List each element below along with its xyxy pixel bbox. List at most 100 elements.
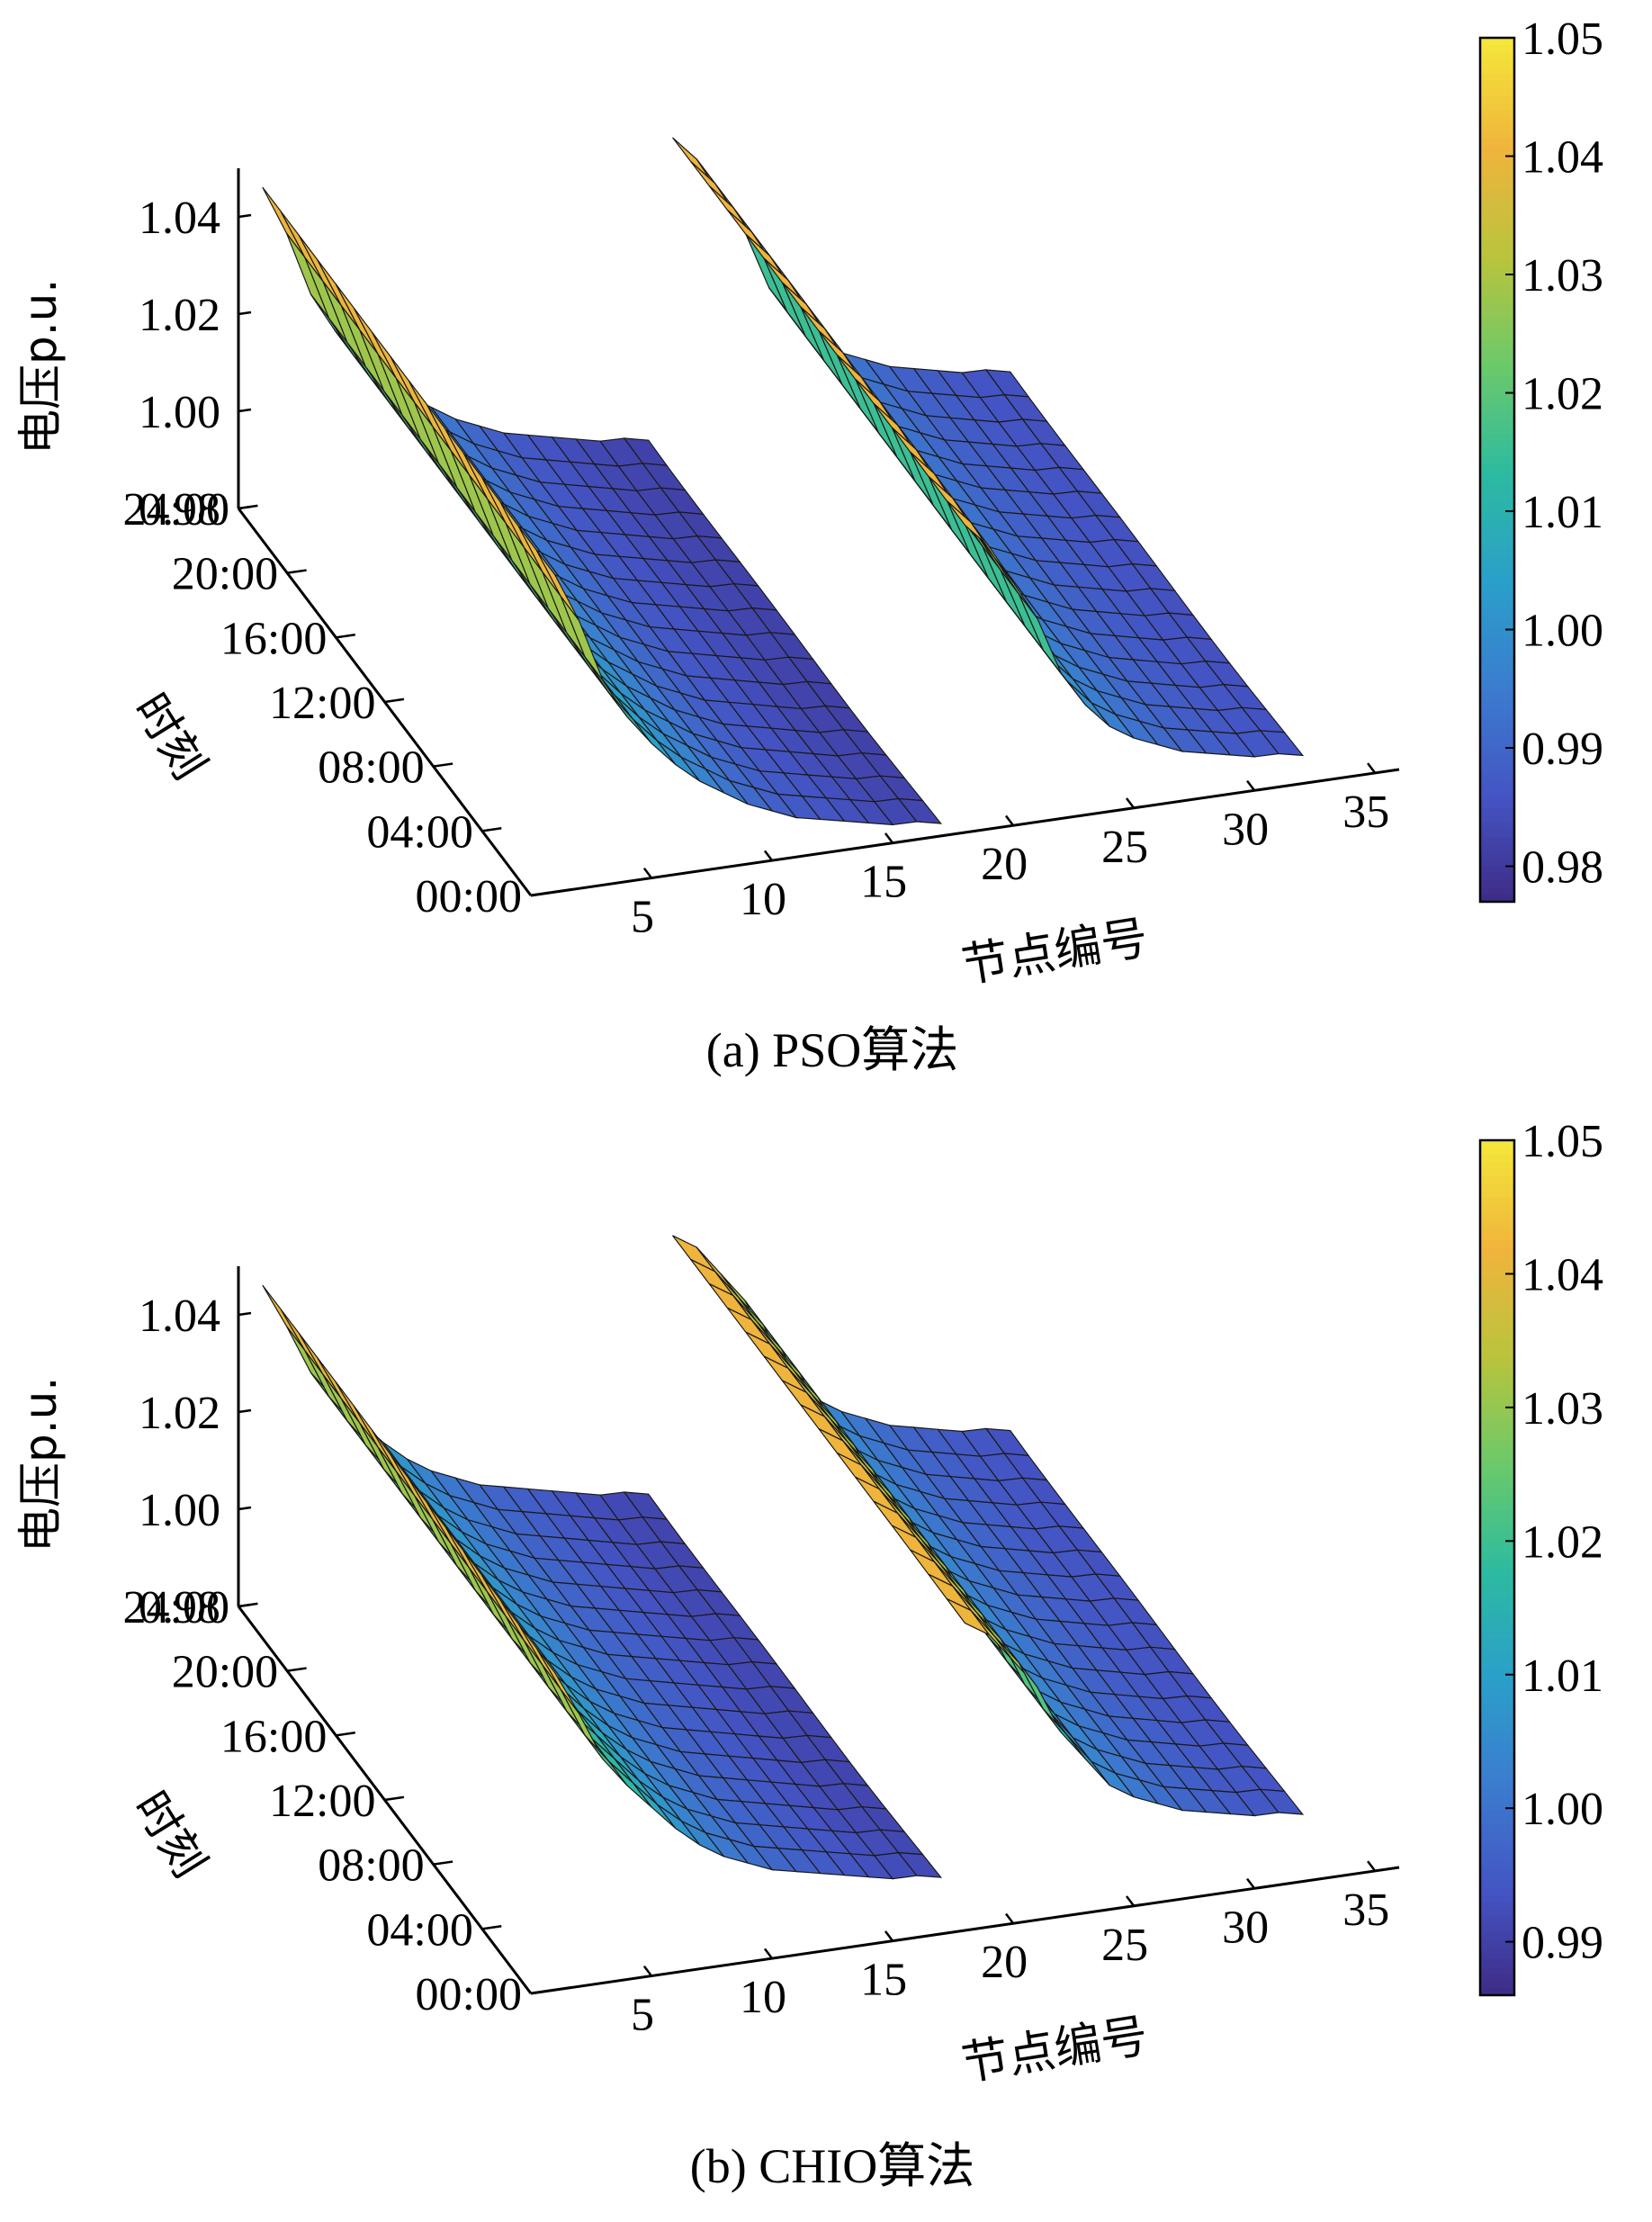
colorbar-band: [1480, 1226, 1514, 1234]
colorbar-band: [1480, 772, 1514, 780]
colorbar-band: [1480, 715, 1514, 723]
colorbar-band: [1480, 1667, 1514, 1676]
colorbar-band: [1480, 1903, 1514, 1911]
colorbar-band: [1480, 779, 1514, 787]
colorbar-band: [1480, 419, 1514, 427]
y-tick: [336, 1731, 355, 1737]
colorbar-tick-label: 1.01: [1522, 1651, 1603, 1702]
colorbar-band: [1480, 1204, 1514, 1212]
colorbar-band: [1480, 1197, 1514, 1205]
colorbar-band: [1480, 153, 1514, 161]
colorbar-band: [1480, 1503, 1514, 1512]
colorbar-band: [1480, 376, 1514, 384]
colorbar-band: [1480, 1382, 1514, 1390]
colorbar-band: [1480, 1774, 1514, 1783]
colorbar-band: [1480, 873, 1514, 881]
colorbar-band: [1480, 1803, 1514, 1811]
colorbar-band: [1480, 1610, 1514, 1619]
colorbar-band: [1480, 1888, 1514, 1896]
colorbar-band: [1480, 1817, 1514, 1825]
colorbar-band: [1480, 520, 1514, 528]
colorbar-band: [1480, 369, 1514, 377]
colorbar-band: [1480, 319, 1514, 327]
colorbar-band: [1480, 1510, 1514, 1519]
colorbar-band: [1480, 1710, 1514, 1718]
colorbar-tick-label: 1.00: [1522, 1784, 1603, 1835]
colorbar-band: [1480, 1745, 1514, 1754]
y-tick-label: 00:00: [416, 871, 522, 922]
x-tick-label: 5: [631, 1990, 654, 2041]
z-tick-label: 0.98: [139, 484, 220, 535]
colorbar-band: [1480, 837, 1514, 845]
colorbar-band: [1480, 815, 1514, 823]
colorbar-band: [1480, 139, 1514, 147]
colorbar-band: [1480, 412, 1514, 420]
z-tick: [238, 408, 252, 413]
z-tick-label: 1.02: [139, 1388, 220, 1439]
colorbar-band: [1480, 686, 1514, 694]
surface: [262, 1235, 1305, 1880]
x-tick: [1004, 1912, 1015, 1924]
colorbar-band: [1480, 1988, 1514, 1996]
y-tick: [481, 826, 502, 832]
colorbar-band: [1480, 448, 1514, 456]
z-axis-title: 电压p.u.: [14, 1377, 67, 1552]
z-tick-label: 1.00: [139, 387, 220, 438]
colorbar-band: [1480, 1916, 1514, 1925]
surface-patch: [672, 1235, 716, 1273]
colorbar-band: [1480, 1246, 1514, 1255]
colorbar-tick-label: 0.98: [1522, 842, 1603, 894]
colorbar-tick-label: 1.03: [1522, 1383, 1603, 1435]
colorbar-tick-label: 1.00: [1522, 606, 1603, 657]
colorbar-band: [1480, 1852, 1514, 1861]
colorbar-band: [1480, 1446, 1514, 1454]
colorbar-band: [1480, 1390, 1514, 1398]
colorbar-band: [1480, 1945, 1514, 1954]
colorbar-band: [1480, 1297, 1514, 1305]
colorbar-band: [1480, 1781, 1514, 1790]
colorbar-band: [1480, 261, 1514, 269]
x-tick: [1126, 1895, 1136, 1907]
colorbar-band: [1480, 1232, 1514, 1241]
x-tick: [884, 1930, 894, 1942]
colorbar-band: [1480, 1275, 1514, 1283]
colorbar-band: [1480, 225, 1514, 233]
colorbar-band: [1480, 434, 1514, 442]
colorbar-band: [1480, 887, 1514, 895]
colorbar-band: [1480, 592, 1514, 600]
colorbar-band: [1480, 1461, 1514, 1469]
colorbar-band: [1480, 124, 1514, 132]
colorbar-band: [1480, 103, 1514, 111]
colorbar-band: [1480, 1703, 1514, 1711]
x-tick-label: 15: [860, 857, 907, 908]
colorbar-band: [1480, 607, 1514, 615]
colorbar-band: [1480, 823, 1514, 831]
colorbar-band: [1480, 671, 1514, 679]
colorbar-band: [1480, 470, 1514, 478]
colorbar-band: [1480, 484, 1514, 492]
colorbar-band: [1480, 693, 1514, 701]
x-tick: [884, 832, 894, 844]
colorbar-band: [1480, 1838, 1514, 1847]
colorbar-band: [1480, 1981, 1514, 1989]
colorbar-band: [1480, 1617, 1514, 1625]
colorbar-band: [1480, 1845, 1514, 1854]
colorbar-band: [1480, 1881, 1514, 1889]
surface: [262, 137, 1305, 826]
surface-patch: [280, 1309, 324, 1375]
panel-caption: (b) CHIO算法: [690, 2139, 974, 2193]
colorbar-band: [1480, 1603, 1514, 1612]
y-tick: [530, 891, 551, 897]
colorbar-band: [1480, 1696, 1514, 1705]
colorbar-band: [1480, 542, 1514, 550]
colorbar-band: [1480, 1752, 1514, 1761]
colorbar-band: [1480, 131, 1514, 139]
colorbar-band: [1480, 1831, 1514, 1840]
colorbar-band: [1480, 736, 1514, 744]
colorbar-band: [1480, 599, 1514, 607]
colorbar-band: [1480, 866, 1514, 874]
colorbar-band: [1480, 441, 1514, 449]
colorbar-band: [1480, 167, 1514, 175]
colorbar-band: [1480, 1767, 1514, 1776]
colorbar-band: [1480, 1261, 1514, 1270]
